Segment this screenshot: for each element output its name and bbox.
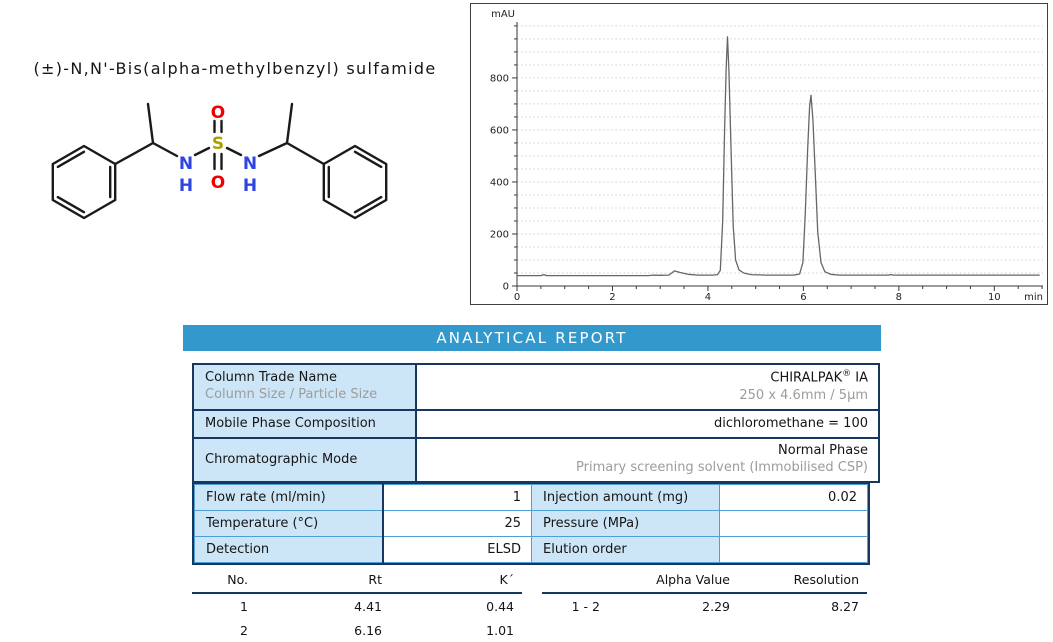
cell-subvalue: Primary screening solvent (Immobilised C… [576,460,868,475]
svg-text:2: 2 [609,292,615,303]
oxygen-atom-label: O [211,173,225,193]
method-params-panel: Flow rate (ml/min) 1 Injection amount (m… [192,482,870,565]
svg-text:600: 600 [490,125,509,136]
pressure-label: Pressure (MPa) [531,510,720,537]
cell-value: Normal Phase [778,443,868,459]
kprime-header: K´ [390,568,522,594]
peak-no: 1 [240,598,248,614]
table-row: 1 4.41 0.44 [192,593,522,618]
resolution-header: Resolution [738,568,867,594]
pressure-value [719,510,868,537]
mobile-phase-label: Mobile Phase Composition [192,409,417,439]
table-row: Column Trade Name Column Size / Particle… [192,363,880,411]
temperature-value: 25 [382,510,532,537]
svg-text:200: 200 [490,229,509,240]
benzene-ring-right [322,144,388,220]
svg-text:4: 4 [705,292,711,303]
chromatographic-mode-value: Normal Phase Primary screening solvent (… [415,437,880,483]
temperature-label: Temperature (°C) [194,510,384,537]
table-row: Chromatographic Mode Normal Phase Primar… [192,437,880,483]
peak-pair: 1 - 2 [571,598,600,614]
method-params-table: Flow rate (ml/min) 1 Injection amount (m… [194,484,868,563]
injection-amount-value: 0.02 [719,484,868,511]
peak-rt: 4.41 [354,598,382,614]
cell-subvalue: 250 x 4.6mm / 5µm [739,387,868,403]
column-trade-name-value: CHIRALPAK® IA 250 x 4.6mm / 5µm [415,363,880,411]
oxygen-atom-label: O [211,103,225,123]
table-row: Flow rate (ml/min) 1 Injection amount (m… [194,484,868,511]
column-info-table: Column Trade Name Column Size / Particle… [192,363,880,483]
svg-text:400: 400 [490,177,509,188]
mobile-phase-value: dichloromethane = 100 [415,409,880,439]
flow-rate-value: 1 [382,484,532,511]
chromatographic-mode-label: Chromatographic Mode [192,437,417,483]
alpha-header: Alpha Value [608,568,738,594]
flow-rate-label: Flow rate (ml/min) [194,484,384,511]
svg-text:0: 0 [514,292,520,303]
benzene-ring-left [51,144,117,220]
svg-text:10: 10 [988,292,1001,303]
chromatogram-panel: 0 200 400 600 800 0 2 4 6 8 10 mAU min [470,3,1048,305]
cell-sublabel: Column Size / Particle Size [205,387,378,402]
peak-no: 2 [240,622,248,638]
svg-text:mAU: mAU [491,9,515,20]
peak-rt: 6.16 [354,622,382,638]
table-row: 1 - 2 2.29 8.27 [542,593,867,618]
detection-label: Detection [194,536,384,563]
svg-text:0: 0 [503,282,509,293]
molecule-structure: N H S O O N H [51,102,388,220]
table-row: 2 6.16 1.01 [192,618,522,642]
column-trade-name-label: Column Trade Name Column Size / Particle… [192,363,417,411]
no-header: No. [192,568,256,594]
report-header-bar: ANALYTICAL REPORT [183,325,881,351]
svg-text:6: 6 [800,292,806,303]
table-header-row: Alpha Value Resolution [542,568,867,594]
peak-results-table: No. Rt K´ 1 4.41 0.44 2 6.16 1.01 [192,568,522,642]
hydrogen-atom-label: H [243,176,257,196]
atom-labels: N H S O O N H [179,103,257,196]
nitrogen-atom-label: N [243,154,257,174]
alpha-value: 2.29 [702,598,730,614]
chain-bonds [114,102,325,171]
chromatogram-plot: 0 200 400 600 800 0 2 4 6 8 10 mAU min [490,9,1043,303]
separation-results-table: Alpha Value Resolution 1 - 2 2.29 8.27 [542,568,867,618]
detection-value: ELSD [382,536,532,563]
report-header-title: ANALYTICAL REPORT [436,329,628,347]
svg-text:min: min [1024,292,1043,303]
table-row: Temperature (°C) 25 Pressure (MPa) [194,510,868,537]
svg-text:800: 800 [490,73,509,84]
table-row: Detection ELSD Elution order [194,536,868,563]
table-header-row: No. Rt K´ [192,568,522,594]
sulfur-atom-label: S [212,134,224,154]
elution-order-value [719,536,868,563]
rt-header: Rt [256,568,390,594]
svg-text:8: 8 [896,292,902,303]
pair-header [542,568,608,594]
compound-title: (±)-N,N'-Bis(alpha-methylbenzyl) sulfami… [33,59,437,78]
elution-order-label: Elution order [531,536,720,563]
injection-amount-label: Injection amount (mg) [531,484,720,511]
resolution-value: 8.27 [831,598,859,614]
hydrogen-atom-label: H [179,176,193,196]
cell-label: Column Trade Name [205,370,337,386]
table-row: Mobile Phase Composition dichloromethane… [192,409,880,439]
peak-kprime: 1.01 [486,622,514,638]
cell-value: CHIRALPAK® IA [770,369,868,386]
nitrogen-atom-label: N [179,154,193,174]
peak-kprime: 0.44 [486,598,514,614]
